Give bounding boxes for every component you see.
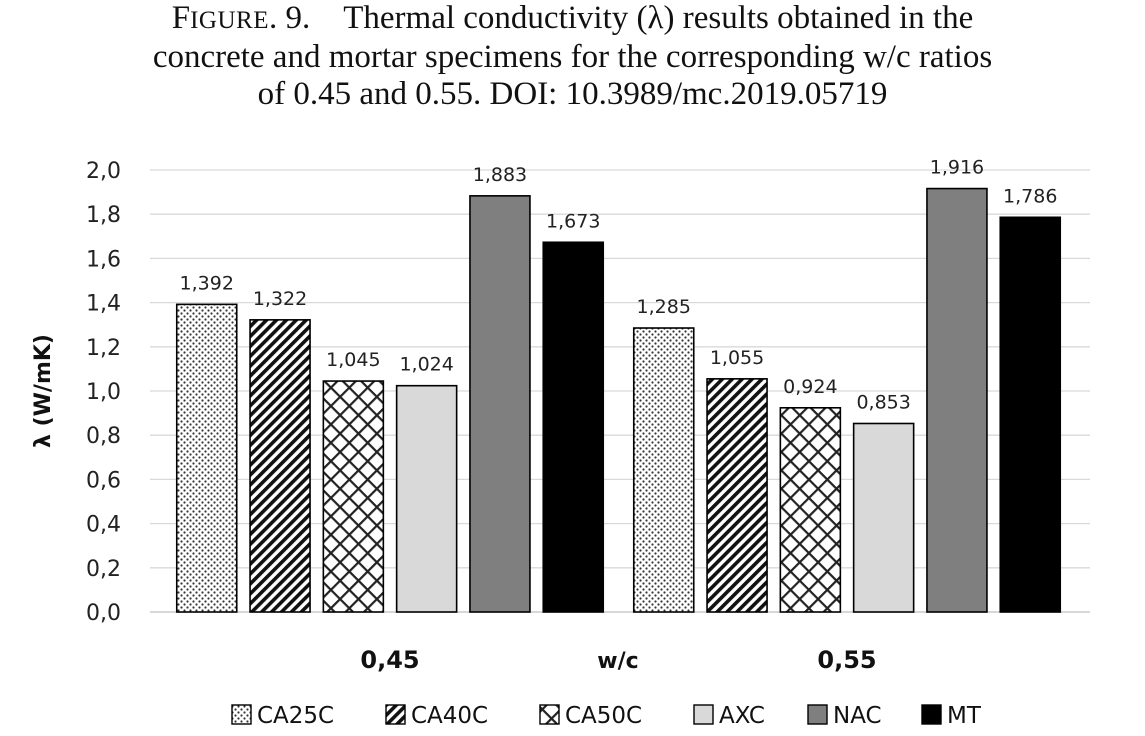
data-label: 1,285 (637, 296, 691, 318)
bar-axc-1 (395, 384, 458, 613)
y-axis-title: λ (W/mK) (31, 334, 56, 448)
data-label: 1,673 (546, 210, 600, 232)
y-tick-label: 1,4 (86, 292, 121, 317)
y-tick-label: 0,8 (86, 424, 121, 449)
x-axis-title: w/c (597, 649, 638, 674)
category-label: 0,55 (817, 646, 876, 674)
legend-label: MT (947, 703, 982, 729)
category-label: 0,45 (360, 646, 419, 674)
legend-swatch (385, 704, 406, 725)
category-labels: 0,45 0,55 (360, 646, 876, 674)
bar-nac-2 (926, 187, 988, 613)
data-label: 1,045 (326, 349, 380, 371)
y-axis-ticks: 0,0 0,2 0,4 0,6 0,8 1,0 1,2 1,4 1,6 1,8 2,0 (86, 159, 121, 626)
legend-swatch (539, 704, 560, 725)
bar-nac-1 (469, 195, 531, 613)
legend-swatch (231, 704, 252, 725)
legend-label: CA40C (411, 703, 488, 729)
data-label: 0,924 (783, 376, 837, 398)
y-tick-label: 0,0 (86, 601, 121, 626)
bar-ca25c-2 (632, 327, 695, 613)
bar-axc-2 (852, 422, 915, 613)
y-tick-label: 0,2 (86, 557, 121, 582)
y-tick-label: 1,2 (86, 336, 121, 361)
legend-swatch (693, 704, 714, 725)
data-labels: 1,392 1,322 1,045 1,024 1,883 1,673 1,285 1,055… (180, 157, 1058, 414)
bar-ca40c-1 (249, 319, 311, 613)
figure-label-initial: F (171, 0, 191, 36)
y-tick-label: 0,4 (86, 513, 121, 538)
data-label: 1,055 (710, 347, 764, 369)
bar-ca50c-2 (779, 406, 842, 613)
figure-label-rest: IGURE (190, 7, 269, 34)
y-tick-label: 1,8 (86, 203, 121, 228)
bar-ca40c-2 (706, 378, 768, 613)
caption-line-2: concrete and mortar specimens for the co… (152, 39, 993, 75)
legend-label: AXC (719, 703, 765, 729)
data-label: 1,322 (253, 288, 307, 310)
bar-mt-1 (542, 241, 605, 613)
data-label: 1,916 (930, 157, 984, 179)
caption-line-1: FIGURE. 9. Thermal conductivity (λ) resu… (0, 0, 1145, 39)
bars (175, 187, 1062, 613)
legend-label: CA50C (565, 703, 642, 729)
y-tick-label: 1,0 (86, 380, 121, 405)
caption-text-1: Thermal conductivity (λ) results obtaine… (343, 0, 974, 36)
data-label: 1,786 (1003, 185, 1057, 207)
y-tick-label: 2,0 (86, 159, 121, 184)
figure-label-number: . 9. (269, 0, 311, 36)
bar-ca50c-1 (322, 380, 385, 613)
legend-swatch (921, 704, 942, 725)
legend-label: CA25C (257, 703, 334, 729)
y-tick-label: 0,6 (86, 468, 121, 493)
caption-line-3: of 0.45 and 0.55. DOI: 10.3989/mc.2019.0… (257, 76, 888, 112)
legend: CA25C CA40C CA50C AXC NAC MT (231, 703, 982, 729)
y-tick-label: 1,6 (86, 247, 121, 272)
data-label: 1,392 (180, 272, 234, 294)
data-label: 1,024 (399, 354, 453, 376)
data-label: 0,853 (856, 391, 910, 413)
bar-ca25c-1 (175, 303, 238, 613)
bar-mt-2 (999, 216, 1062, 613)
data-label: 1,883 (473, 164, 527, 186)
figure-caption: FIGURE. 9. Thermal conductivity (λ) resu… (0, 0, 1145, 113)
legend-swatch (807, 704, 828, 725)
legend-label: NAC (833, 703, 882, 729)
